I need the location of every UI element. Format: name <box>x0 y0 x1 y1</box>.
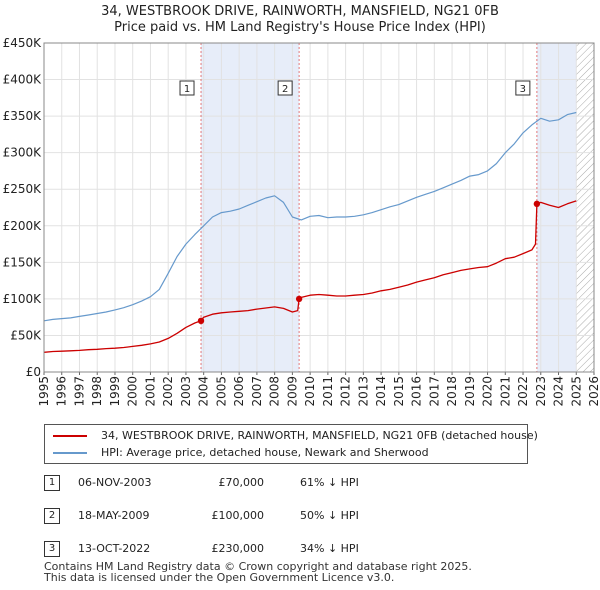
sale-hpi-diff: 50% ↓ HPI <box>300 509 359 522</box>
footer-copyright: Contains HM Land Registry data © Crown c… <box>44 561 472 583</box>
y-tick-label: £450K <box>3 36 43 50</box>
legend-swatch-property <box>53 435 87 437</box>
x-tick-label: 2021 <box>498 376 512 407</box>
x-tick-label: 2025 <box>569 376 583 407</box>
sale-date: 13-OCT-2022 <box>78 542 151 555</box>
x-tick-label: 1997 <box>72 376 86 407</box>
legend-label-property: 34, WESTBROOK DRIVE, RAINWORTH, MANSFIEL… <box>101 429 538 442</box>
title-line-1: 34, WESTBROOK DRIVE, RAINWORTH, MANSFIEL… <box>101 4 499 19</box>
x-tick-label: 2007 <box>250 376 264 407</box>
sale-point <box>533 200 541 208</box>
x-tick-label: 2023 <box>534 376 548 407</box>
future-hatch-band <box>576 43 594 372</box>
sale-marker-label: 2 <box>282 84 288 95</box>
y-tick-label: £50K <box>10 328 42 342</box>
sale-point <box>197 317 205 325</box>
sale-price: £100,000 <box>211 509 265 522</box>
plot-area <box>44 43 594 372</box>
x-tick-label: 2001 <box>143 376 157 407</box>
property-price-line <box>43 200 577 353</box>
y-tick-label: £300K <box>3 146 43 160</box>
x-tick-label: 2018 <box>445 376 459 407</box>
x-tick-label: 2020 <box>481 376 495 407</box>
x-tick-label: 2005 <box>214 376 228 407</box>
x-tick-label: 2014 <box>374 376 388 407</box>
title-line-2: Price paid vs. HM Land Registry's House … <box>114 20 486 35</box>
x-tick-label: 1998 <box>90 376 104 407</box>
x-tick-label: 2006 <box>232 376 246 407</box>
y-tick-label: £0 <box>26 365 41 379</box>
x-tick-label: 1995 <box>37 376 51 407</box>
y-tick-label: £200K <box>3 219 43 233</box>
x-tick-label: 2010 <box>303 376 317 407</box>
sale-row: 3 13-OCT-2022 £230,000 34% ↓ HPI <box>0 538 600 560</box>
plot-border <box>43 42 595 373</box>
hpi-line <box>43 111 577 322</box>
sale-row: 1 06-NOV-2003 £70,000 61% ↓ HPI <box>0 472 600 494</box>
x-tick-label: 2019 <box>463 376 477 407</box>
sale-highlight-band <box>201 43 300 372</box>
sale-marker-box <box>179 80 195 96</box>
sale-price: £70,000 <box>218 476 265 489</box>
x-tick-label: 2022 <box>516 376 530 407</box>
sale-marker-label: 3 <box>520 84 526 95</box>
x-tick-label: 2026 <box>587 376 600 407</box>
sale-date: 06-NOV-2003 <box>78 476 152 489</box>
sale-number-badge: 2 <box>44 508 60 524</box>
x-tick-label: 2000 <box>126 376 140 407</box>
y-tick-label: £100K <box>3 292 43 306</box>
x-tick-label: 2009 <box>285 376 299 407</box>
footer-line-1: Contains HM Land Registry data © Crown c… <box>44 560 472 573</box>
x-tick-label: 2004 <box>197 376 211 407</box>
sale-number-badge: 3 <box>44 541 60 557</box>
legend-label-hpi: HPI: Average price, detached house, Newa… <box>101 446 429 459</box>
sale-number-badge: 1 <box>44 475 60 491</box>
x-tick-label: 2012 <box>339 376 353 407</box>
x-tick-label: 2003 <box>179 376 193 407</box>
x-tick-label: 2016 <box>410 376 424 407</box>
x-tick-label: 2015 <box>392 376 406 407</box>
sale-row: 2 18-MAY-2009 £100,000 50% ↓ HPI <box>0 505 600 527</box>
x-tick-label: 2017 <box>427 376 441 407</box>
sale-hpi-diff: 34% ↓ HPI <box>300 542 359 555</box>
x-tick-label: 2013 <box>356 376 370 407</box>
y-tick-label: £250K <box>3 182 43 196</box>
legend-swatch-hpi <box>53 452 87 454</box>
y-tick-label: £350K <box>3 109 43 123</box>
price-chart: 1 2 3 £0 £50K £100K £150K £200K £250K £300K £350K… <box>3 36 600 407</box>
x-tick-label: 2024 <box>552 376 566 407</box>
chart-title: 34, WESTBROOK DRIVE, RAINWORTH, MANSFIEL… <box>0 4 600 36</box>
y-tick-label: £150K <box>3 255 43 269</box>
sale-marker-box <box>277 80 293 96</box>
y-tick-label: £400K <box>3 73 43 87</box>
x-tick-label: 2002 <box>161 376 175 407</box>
sale-marker-box <box>515 80 531 96</box>
x-tick-label: 1999 <box>108 376 122 407</box>
footer-line-2: This data is licensed under the Open Gov… <box>44 571 395 584</box>
x-tick-label: 2011 <box>321 376 335 407</box>
x-tick-label: 2008 <box>268 376 282 407</box>
sale-marker-label: 1 <box>184 84 190 95</box>
sale-hpi-diff: 61% ↓ HPI <box>300 476 359 489</box>
x-tick-label: 1996 <box>55 376 69 407</box>
sale-point <box>295 295 303 303</box>
sale-price: £230,000 <box>211 542 265 555</box>
sale-date: 18-MAY-2009 <box>78 509 150 522</box>
legend: 34, WESTBROOK DRIVE, RAINWORTH, MANSFIEL… <box>44 424 538 464</box>
